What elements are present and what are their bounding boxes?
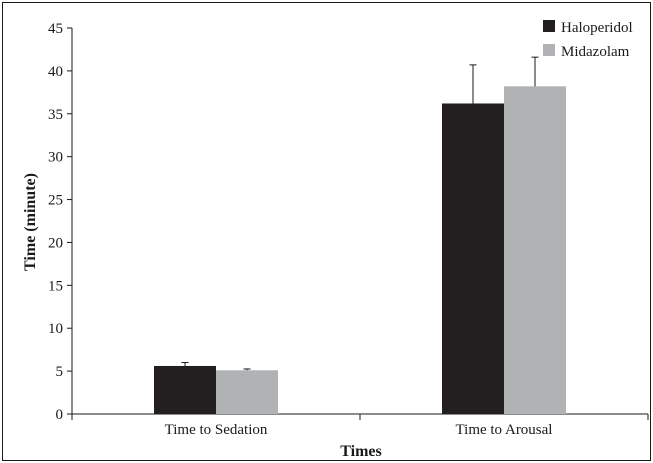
x-axis-title: Times: [340, 443, 381, 460]
y-tick-label: 10: [48, 321, 63, 337]
legend: Haloperidol Midazolam: [543, 20, 633, 60]
bar-haloperidol: [442, 103, 504, 415]
y-tick-label: 30: [48, 150, 63, 166]
bar-midazolam: [216, 370, 278, 414]
error-bars: [181, 56, 539, 371]
y-axis-title: Time (minute): [22, 173, 39, 271]
y-tick-label: 5: [56, 364, 64, 380]
x-tick-label: Time to Sedation: [165, 422, 268, 438]
y-axis: 0 5 10 15 20 25 30 35 40 45: [48, 21, 73, 423]
y-tick-label: 40: [48, 64, 63, 80]
y-tick-label: 0: [56, 407, 64, 423]
bars: [154, 86, 566, 415]
bar-midazolam: [504, 86, 566, 414]
legend-swatch-haloperidol: [543, 20, 555, 32]
legend-swatch-midazolam: [543, 44, 555, 56]
legend-label-midazolam: Midazolam: [561, 44, 630, 60]
y-tick-label: 35: [48, 107, 63, 123]
bar-haloperidol: [154, 365, 216, 414]
y-tick-label: 45: [48, 21, 63, 37]
legend-label-haloperidol: Haloperidol: [561, 20, 633, 36]
x-tick-label: Time to Arousal: [456, 422, 553, 438]
y-tick-label: 25: [48, 193, 63, 209]
y-tick-label: 15: [48, 278, 63, 294]
y-tick-label: 20: [48, 235, 63, 251]
